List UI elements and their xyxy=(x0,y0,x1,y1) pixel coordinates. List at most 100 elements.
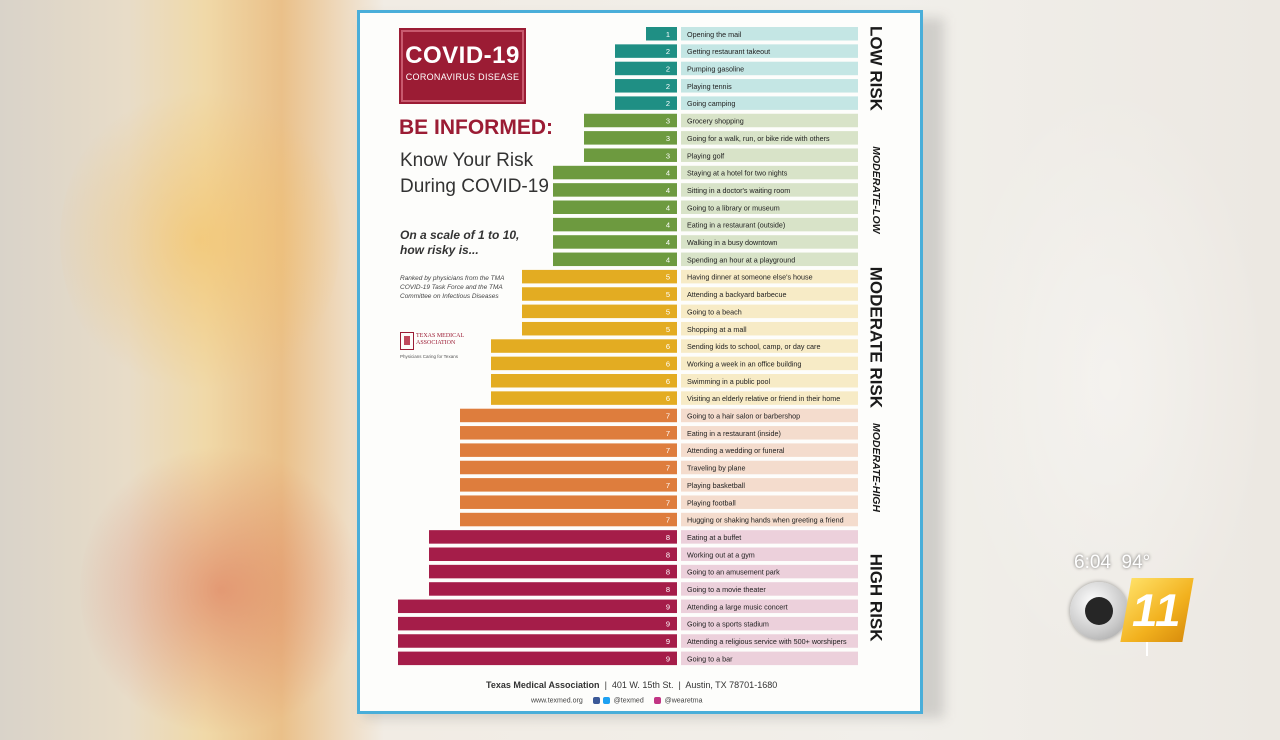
twitter-icon[interactable] xyxy=(602,697,610,704)
footer-address: Texas Medical Association | 401 W. 15th … xyxy=(486,680,778,690)
activity-label: Eating at a buffet xyxy=(687,533,741,542)
footer-social-wearetma[interactable]: @wearetma xyxy=(664,697,703,705)
tma-logo: TEXAS MEDICAL ASSOCIATION Physicians Car… xyxy=(400,332,480,362)
tma-logo-tagline: Physicians Caring for Texans xyxy=(400,354,458,359)
footer-website[interactable]: www.texmed.org xyxy=(531,697,583,705)
risk-bar xyxy=(553,183,677,197)
activity-label: Playing football xyxy=(687,498,736,507)
activity-label: Going to a sports stadium xyxy=(687,620,769,629)
activity-label-bg xyxy=(681,408,858,423)
activity-label: Going to an amusement park xyxy=(687,568,780,577)
risk-bar xyxy=(491,374,677,388)
risk-bar xyxy=(615,79,677,93)
activity-label-bg xyxy=(681,200,858,214)
risk-bar xyxy=(429,582,677,596)
bar-value-label: 9 xyxy=(666,620,670,629)
activity-label: Playing golf xyxy=(687,151,724,160)
footer-org-name: Texas Medical Association xyxy=(486,680,600,690)
bar-value-label: 4 xyxy=(666,238,670,247)
footer-street: 401 W. 15th St. xyxy=(611,680,674,690)
activity-label: Playing basketball xyxy=(687,481,745,490)
risk-bar xyxy=(553,235,677,249)
risk-bar xyxy=(553,252,677,267)
bar-value-label: 4 xyxy=(666,221,670,230)
bar-value-label: 7 xyxy=(666,429,670,438)
bar-value-label: 3 xyxy=(666,134,670,143)
activity-label-bg xyxy=(681,131,858,145)
risk-bar xyxy=(398,599,677,614)
bar-value-label: 3 xyxy=(666,117,670,126)
activity-label: Going to a bar xyxy=(687,654,733,663)
activity-label-bg xyxy=(681,113,858,128)
activity-label-bg xyxy=(681,339,858,353)
activity-label: Attending a backyard barbecue xyxy=(687,290,787,299)
risk-bar xyxy=(491,356,677,371)
background-glow xyxy=(60,80,340,400)
risk-bar xyxy=(615,96,677,110)
bar-value-label: 5 xyxy=(666,273,670,282)
broadcast-time: 6:04 xyxy=(1074,552,1111,573)
tma-logo-name: TEXAS MEDICAL ASSOCIATION xyxy=(416,333,464,346)
activity-label-bg xyxy=(681,61,858,76)
bar-value-label: 4 xyxy=(666,186,670,195)
bar-value-label: 8 xyxy=(666,568,670,577)
bar-value-label: 8 xyxy=(666,533,670,542)
activity-label-bg xyxy=(681,616,858,631)
activity-label: Going to a beach xyxy=(687,307,742,316)
bar-value-label: 7 xyxy=(666,446,670,455)
activity-label-bg xyxy=(681,460,858,475)
bar-value-label: 4 xyxy=(666,203,670,212)
risk-bar xyxy=(553,165,677,180)
activity-label-bg xyxy=(681,183,858,197)
activity-label: Working a week in an office building xyxy=(687,359,801,368)
risk-bar xyxy=(584,113,677,128)
broadcast-temp: 94° xyxy=(1121,552,1151,573)
activity-label: Going camping xyxy=(687,99,735,108)
risk-bar xyxy=(460,495,677,509)
activity-label-bg xyxy=(681,252,858,267)
activity-label: Staying at a hotel for two nights xyxy=(687,169,788,178)
badge-subtitle: CORONAVIRUS DISEASE xyxy=(405,72,520,82)
cbs-eye-pupil-icon xyxy=(1085,597,1113,625)
facebook-icon[interactable] xyxy=(592,697,600,704)
bar-value-label: 9 xyxy=(666,602,670,611)
risk-bar xyxy=(491,391,677,405)
activity-label-bg xyxy=(681,79,858,93)
risk-bar xyxy=(429,530,677,544)
bar-value-label: 5 xyxy=(666,290,670,299)
station-bug: 6:04 94° 11 xyxy=(1040,552,1240,662)
background-glow xyxy=(950,80,1270,680)
activity-label: Attending a large music concert xyxy=(687,602,788,611)
activity-label: Eating in a restaurant (outside) xyxy=(687,221,785,230)
bar-value-label: 4 xyxy=(666,255,670,264)
badge-title: COVID-19 xyxy=(405,42,520,69)
bar-value-label: 5 xyxy=(666,307,670,316)
risk-bar xyxy=(553,217,677,232)
activity-label: Opening the mail xyxy=(687,30,742,39)
activity-label: Shopping at a mall xyxy=(687,325,747,334)
tma-seal-icon xyxy=(400,332,414,350)
risk-bar xyxy=(491,339,677,353)
time-temp-readout: 6:04 94° xyxy=(1074,552,1150,574)
footer-city: Austin, TX 78701-1680 xyxy=(685,680,778,690)
activity-label: Pumping gasoline xyxy=(687,65,744,74)
bar-value-label: 9 xyxy=(666,637,670,646)
activity-label-bg xyxy=(681,96,858,110)
background-glow xyxy=(80,440,360,740)
activity-label-bg xyxy=(681,374,858,388)
activity-label: Having dinner at someone else's house xyxy=(687,273,813,282)
instagram-icon[interactable] xyxy=(653,697,661,704)
bar-value-label: 9 xyxy=(666,654,670,663)
activity-label: Walking in a busy downtown xyxy=(687,238,777,247)
activity-label: Grocery shopping xyxy=(687,117,744,126)
bar-value-label: 6 xyxy=(666,377,670,386)
risk-band-label: MODERATE RISK xyxy=(867,267,886,409)
bar-value-label: 7 xyxy=(666,481,670,490)
activity-label: Getting restaurant takeout xyxy=(687,47,770,56)
activity-label-bg xyxy=(681,634,858,648)
bar-value-label: 3 xyxy=(666,151,670,160)
risk-bar xyxy=(460,460,677,475)
footer-social-texmed[interactable]: @texmed xyxy=(613,697,644,705)
activity-label-bg xyxy=(681,651,858,666)
channel-number-logo: 11 xyxy=(1120,578,1194,642)
